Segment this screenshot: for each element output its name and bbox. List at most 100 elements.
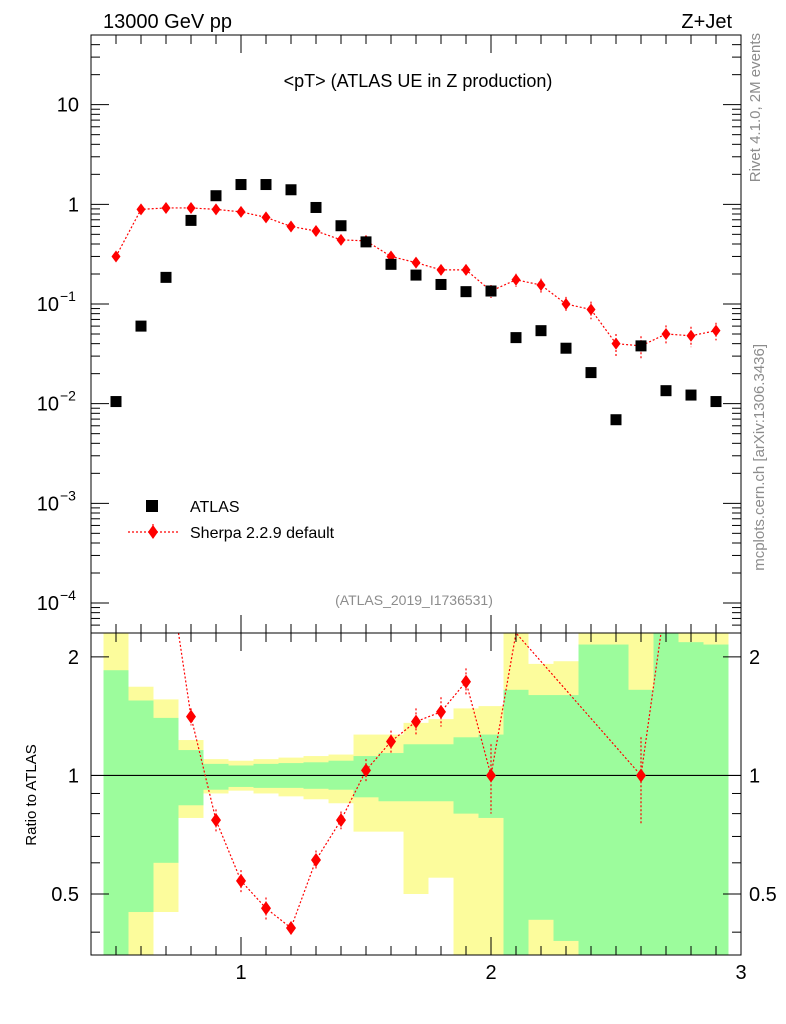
mcplots-label: mcplots.cern.ch [arXiv:1306.3436]	[751, 344, 768, 571]
ratio-xtick-label-2: 3	[735, 962, 746, 984]
ratio-point-6	[311, 852, 321, 867]
legend-sherpa-marker	[148, 525, 158, 539]
main-ytick-label-1: 1	[68, 194, 79, 216]
ratio-point-9	[386, 734, 396, 749]
ratio-ytick-label-r-1: 1	[749, 765, 760, 787]
ratio-band-inner-19	[578, 644, 604, 955]
main-ytick-exp-5: −4	[60, 587, 76, 603]
ratio-point-12	[461, 674, 471, 689]
ratio-point-11	[436, 704, 446, 719]
ratio-band-inner-0	[103, 670, 129, 955]
ratio-band-inner-11	[378, 753, 404, 802]
sherpa-point-20	[611, 337, 621, 350]
sherpa-point-24	[711, 324, 721, 337]
plot-title: <pT> (ATLAS UE in Z production)	[284, 71, 553, 91]
atlas-point-21	[635, 340, 647, 352]
header-right-label: Z+Jet	[681, 11, 732, 33]
rivet-version-label: Rivet 4.1.0, 2M events	[747, 33, 764, 182]
ratio-point-2	[211, 813, 221, 828]
atlas-point-15	[485, 285, 497, 297]
atlas-point-20	[610, 414, 622, 426]
ratio-point-7	[336, 813, 346, 828]
sherpa-point-23	[686, 329, 696, 342]
main-ytick-label-4: 10	[37, 493, 59, 515]
atlas-point-13	[435, 278, 447, 290]
sherpa-point-14	[461, 263, 471, 276]
atlas-point-22	[660, 385, 672, 397]
main-ytick-exp-3: −2	[60, 388, 76, 404]
atlas-point-10	[360, 236, 372, 248]
atlas-point-16	[510, 332, 522, 344]
ratio-point-5	[286, 920, 296, 935]
ratio-point-4	[261, 901, 271, 916]
ratio-band-inner-16	[503, 689, 529, 955]
main-panel-frame	[90, 34, 742, 634]
sherpa-point-4	[211, 203, 221, 216]
ratio-point-10	[411, 714, 421, 729]
atlas-point-14	[460, 286, 472, 298]
ratio-bands	[103, 633, 729, 955]
plot-subtitle: (ATLAS_2019_I1736531)	[335, 592, 493, 608]
ratio-band-inner-2	[153, 717, 179, 863]
ratio-point-3	[236, 873, 246, 888]
legend: ATLAS Sherpa 2.2.9 default	[128, 499, 335, 542]
atlas-point-7	[285, 184, 297, 196]
ratio-band-inner-18	[553, 695, 579, 941]
sherpa-point-16	[511, 273, 521, 286]
sherpa-point-7	[286, 220, 296, 233]
ratio-point-1	[186, 709, 196, 724]
atlas-point-19	[585, 367, 597, 379]
ratio-ytick-label-l-2: 2	[68, 647, 79, 669]
atlas-point-8	[310, 201, 322, 213]
ratio-band-inner-5	[228, 765, 254, 787]
sherpa-point-13	[436, 263, 446, 276]
atlas-point-1	[135, 320, 147, 332]
ratio-band-inner-22	[653, 633, 679, 955]
atlas-point-23	[685, 389, 697, 401]
ratio-ylabel: Ratio to ATLAS	[23, 744, 40, 845]
legend-sherpa-label: Sherpa 2.2.9 default	[190, 525, 335, 542]
main-ytick-exp-2: −1	[60, 288, 76, 304]
ratio-ytick-label-r-2: 2	[749, 647, 760, 669]
axis-ticks	[91, 34, 742, 955]
sherpa-point-2	[161, 201, 171, 214]
ratio-band-inner-13	[428, 744, 454, 802]
ratio-series	[177, 631, 662, 935]
sherpa-point-3	[186, 201, 196, 214]
sherpa-point-18	[561, 297, 571, 310]
sherpa-point-0	[111, 250, 121, 263]
sherpa-point-22	[661, 328, 671, 340]
atlas-point-11	[385, 258, 397, 270]
ratio-band-inner-12	[403, 744, 429, 802]
sherpa-point-19	[586, 303, 596, 316]
legend-atlas-label: ATLAS	[190, 499, 240, 516]
main-ytick-label-2: 10	[37, 294, 59, 316]
sherpa-point-5	[236, 205, 246, 218]
header-left-label: 13000 GeV pp	[103, 11, 232, 33]
atlas-point-24	[710, 396, 722, 408]
ratio-ytick-label-l-0: 0.5	[51, 884, 79, 906]
ratio-xtick-label-1: 2	[485, 962, 496, 984]
sherpa-point-6	[261, 211, 271, 224]
main-ytick-label-0: 10	[57, 95, 79, 117]
ratio-band-inner-1	[128, 700, 154, 913]
ratio-band-inner-3	[178, 750, 204, 806]
atlas-point-5	[235, 179, 247, 191]
atlas-point-0	[110, 396, 122, 408]
atlas-point-9	[335, 220, 347, 232]
ratio-band-inner-24	[703, 644, 729, 955]
atlas-point-18	[560, 342, 572, 354]
ratio-ytick-label-l-1: 1	[68, 765, 79, 787]
ratio-band-inner-20	[603, 644, 629, 955]
legend-atlas-marker	[146, 500, 158, 512]
ratio-point-8	[361, 763, 371, 778]
ratio-band-inner-4	[203, 763, 229, 790]
ratio-ytick-label-r-0: 0.5	[749, 884, 777, 906]
sherpa-point-12	[411, 256, 421, 269]
atlas-point-6	[260, 179, 272, 191]
atlas-point-12	[410, 269, 422, 281]
ratio-band-inner-17	[528, 695, 554, 920]
sherpa-point-1	[136, 203, 146, 216]
